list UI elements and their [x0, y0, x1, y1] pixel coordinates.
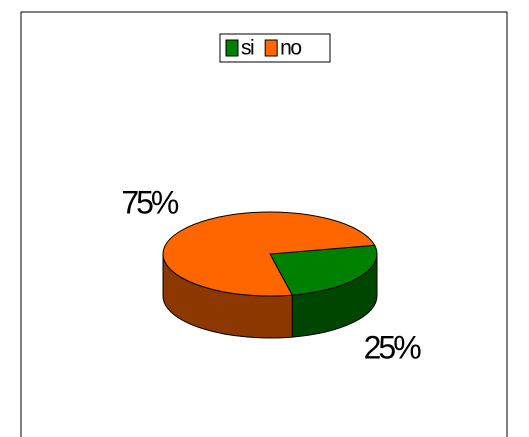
legend-label: si [241, 37, 254, 60]
pie-tops [162, 211, 378, 297]
pie-sides [162, 253, 378, 339]
legend-label: no [280, 37, 301, 60]
legend-swatch [264, 39, 278, 57]
data-label: 75% [121, 185, 179, 221]
pie-slice [162, 211, 376, 297]
data-label: 25% [364, 329, 422, 365]
pie-slice [269, 244, 378, 296]
legend-swatch [225, 39, 239, 57]
